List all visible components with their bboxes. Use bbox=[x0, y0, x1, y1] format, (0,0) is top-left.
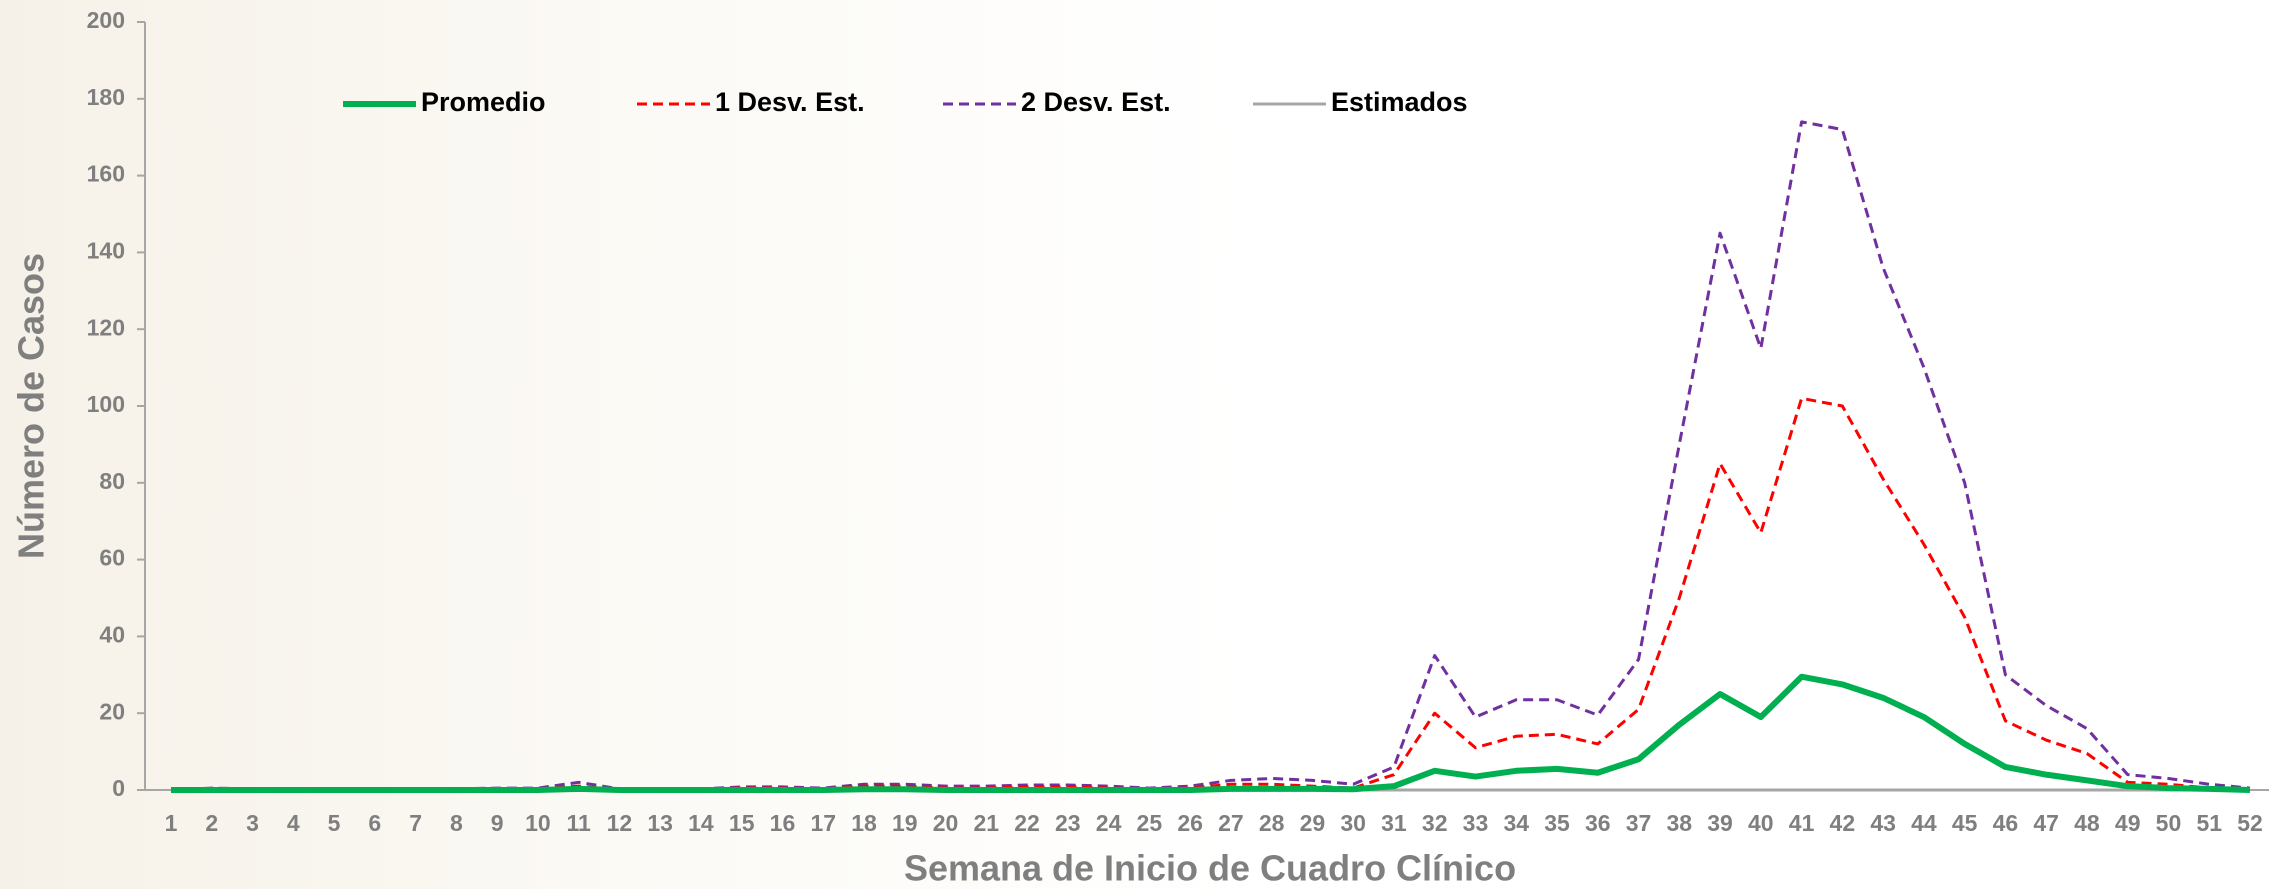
x-tick-label: 39 bbox=[1707, 810, 1733, 836]
x-tick-label: 24 bbox=[1096, 810, 1122, 836]
x-tick-label: 3 bbox=[246, 810, 259, 836]
x-tick-label: 1 bbox=[165, 810, 178, 836]
series-line bbox=[170, 120, 2251, 792]
x-tick-label: 50 bbox=[2156, 810, 2182, 836]
x-tick-label: 27 bbox=[1218, 810, 1244, 836]
y-tick-label: 180 bbox=[87, 84, 125, 110]
x-tick-label: 11 bbox=[566, 810, 591, 836]
x-tick-label: 4 bbox=[287, 810, 300, 836]
x-tick-label: 6 bbox=[368, 810, 381, 836]
x-tick-label: 28 bbox=[1259, 810, 1285, 836]
x-tick-label: 38 bbox=[1666, 810, 1692, 836]
x-tick-label: 48 bbox=[2074, 810, 2100, 836]
legend-label: 1 Desv. Est. bbox=[715, 87, 865, 117]
x-tick-label: 36 bbox=[1585, 810, 1611, 836]
y-tick-label: 80 bbox=[99, 468, 125, 494]
x-tick-label: 18 bbox=[851, 810, 877, 836]
x-tick-label: 33 bbox=[1463, 810, 1489, 836]
x-tick-label: 19 bbox=[892, 810, 918, 836]
x-tick-label: 15 bbox=[729, 810, 755, 836]
y-tick-label: 200 bbox=[87, 7, 125, 33]
x-tick-label: 9 bbox=[491, 810, 504, 836]
y-tick-label: 60 bbox=[99, 545, 125, 571]
legend-label: 2 Desv. Est. bbox=[1021, 87, 1171, 117]
x-tick-label: 47 bbox=[2033, 810, 2059, 836]
x-tick-label: 5 bbox=[328, 810, 341, 836]
x-tick-label: 30 bbox=[1340, 810, 1366, 836]
x-tick-label: 21 bbox=[973, 810, 999, 836]
x-tick-label: 35 bbox=[1544, 810, 1570, 836]
y-tick-label: 160 bbox=[87, 161, 125, 187]
x-tick-label: 25 bbox=[1137, 810, 1163, 836]
x-tick-label: 23 bbox=[1055, 810, 1081, 836]
legend-label: Estimados bbox=[1331, 87, 1468, 117]
series-line bbox=[171, 396, 2251, 792]
x-tick-label: 40 bbox=[1748, 810, 1774, 836]
y-tick-label: 140 bbox=[87, 237, 125, 263]
x-tick-label: 41 bbox=[1789, 810, 1815, 836]
x-tick-label: 2 bbox=[205, 810, 218, 836]
y-tick-label: 20 bbox=[99, 698, 125, 724]
y-tick-label: 40 bbox=[99, 621, 125, 647]
x-tick-label: 13 bbox=[647, 810, 673, 836]
x-tick-label: 42 bbox=[1830, 810, 1856, 836]
x-tick-label: 26 bbox=[1177, 810, 1203, 836]
x-tick-label: 8 bbox=[450, 810, 463, 836]
y-tick-label: 100 bbox=[87, 391, 125, 417]
x-tick-label: 22 bbox=[1014, 810, 1040, 836]
x-tick-label: 7 bbox=[409, 810, 422, 836]
x-tick-label: 29 bbox=[1300, 810, 1326, 836]
y-axis-title: Número de Casos bbox=[11, 253, 52, 559]
x-tick-label: 17 bbox=[810, 810, 836, 836]
x-tick-label: 31 bbox=[1381, 810, 1407, 836]
x-tick-label: 34 bbox=[1503, 810, 1529, 836]
x-tick-label: 52 bbox=[2237, 810, 2263, 836]
y-tick-label: 120 bbox=[87, 314, 125, 340]
legend-label: Promedio bbox=[421, 87, 546, 117]
x-tick-label: 46 bbox=[1993, 810, 2019, 836]
x-tick-label: 14 bbox=[688, 810, 714, 836]
x-tick-label: 49 bbox=[2115, 810, 2141, 836]
x-tick-label: 44 bbox=[1911, 810, 1937, 836]
x-tick-label: 32 bbox=[1422, 810, 1448, 836]
x-tick-label: 45 bbox=[1952, 810, 1978, 836]
series-line bbox=[171, 673, 2251, 793]
x-tick-label: 51 bbox=[2196, 810, 2222, 836]
x-tick-label: 43 bbox=[1870, 810, 1896, 836]
x-tick-label: 16 bbox=[770, 810, 796, 836]
x-tick-label: 37 bbox=[1626, 810, 1652, 836]
x-tick-label: 10 bbox=[525, 810, 551, 836]
x-tick-label: 12 bbox=[607, 810, 633, 836]
x-tick-label: 20 bbox=[933, 810, 959, 836]
x-axis-title: Semana de Inicio de Cuadro Clínico bbox=[904, 848, 1516, 889]
y-tick-label: 0 bbox=[112, 775, 125, 801]
